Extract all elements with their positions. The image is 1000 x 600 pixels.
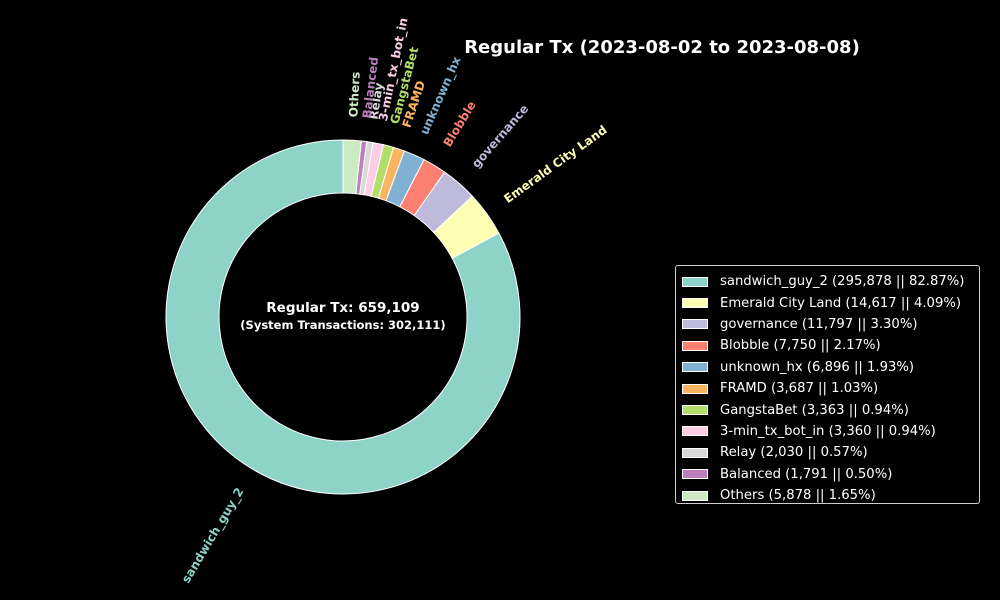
legend-label: 3-min_tx_bot_in (3,360 || 0.94%)	[720, 423, 936, 439]
slice-label-relay: Relay	[367, 81, 387, 120]
legend-label: FRAMD (3,687 || 1.03%)	[720, 381, 879, 397]
legend-swatch	[682, 276, 708, 287]
legend-item: GangstaBet (3,363 || 0.94%)	[682, 399, 979, 420]
slice-label-others: Others	[346, 71, 362, 117]
legend: sandwich_guy_2 (295,878 || 82.87%) Emeral…	[675, 265, 980, 504]
center-text: Regular Tx: 659,109 (System Transactions…	[240, 300, 445, 332]
slice-sandwich-guy-2	[165, 139, 521, 495]
legend-swatch	[682, 383, 708, 394]
slice-label-governance: governance	[469, 102, 531, 171]
slice-label-sandwich-guy-2: sandwich_guy_2	[179, 485, 248, 586]
legend-item: sandwich_guy_2 (295,878 || 82.87%)	[682, 271, 979, 292]
legend-swatch	[682, 469, 708, 480]
legend-item: Emerald City Land (14,617 || 4.09%)	[682, 292, 979, 313]
legend-swatch	[682, 362, 708, 373]
center-total-label: Regular Tx: 659,109	[266, 300, 419, 316]
legend-swatch	[682, 447, 708, 458]
legend-swatch	[682, 426, 708, 437]
legend-item: Relay (2,030 || 0.57%)	[682, 442, 979, 463]
legend-label: unknown_hx (6,896 || 1.93%)	[720, 359, 915, 375]
legend-label: Balanced (1,791 || 0.50%)	[720, 466, 893, 482]
legend-item: Others (5,878 || 1.65%)	[682, 485, 979, 506]
legend-label: GangstaBet (3,363 || 0.94%)	[720, 402, 909, 418]
legend-item: 3-min_tx_bot_in (3,360 || 0.94%)	[682, 421, 979, 442]
legend-swatch	[682, 490, 708, 501]
slice-label-blobble: Blobble	[440, 99, 478, 150]
legend-swatch	[682, 340, 708, 351]
legend-label: Others (5,878 || 1.65%)	[720, 488, 876, 504]
legend-swatch	[682, 298, 708, 309]
legend-swatch	[682, 319, 708, 330]
legend-label: Emerald City Land (14,617 || 4.09%)	[720, 295, 962, 311]
legend-label: governance (11,797 || 3.30%)	[720, 316, 918, 332]
legend-label: Blobble (7,750 || 2.17%)	[720, 338, 881, 354]
slice-label-emerald-city-land: Emerald City Land	[501, 123, 609, 206]
legend-item: FRAMD (3,687 || 1.03%)	[682, 378, 979, 399]
chart-title: Regular Tx (2023-08-02 to 2023-08-08)	[464, 37, 860, 58]
slice-others	[342, 139, 362, 195]
legend-item: Blobble (7,750 || 2.17%)	[682, 335, 979, 356]
donut-slices	[165, 139, 521, 495]
legend-label: Relay (2,030 || 0.57%)	[720, 445, 868, 461]
legend-item: unknown_hx (6,896 || 1.93%)	[682, 357, 979, 378]
legend-label: sandwich_guy_2 (295,878 || 82.87%)	[720, 274, 965, 290]
center-system-label: (System Transactions: 302,111)	[240, 318, 445, 332]
legend-item: governance (11,797 || 3.30%)	[682, 314, 979, 335]
legend-swatch	[682, 405, 708, 416]
legend-item: Balanced (1,791 || 0.50%)	[682, 464, 979, 485]
